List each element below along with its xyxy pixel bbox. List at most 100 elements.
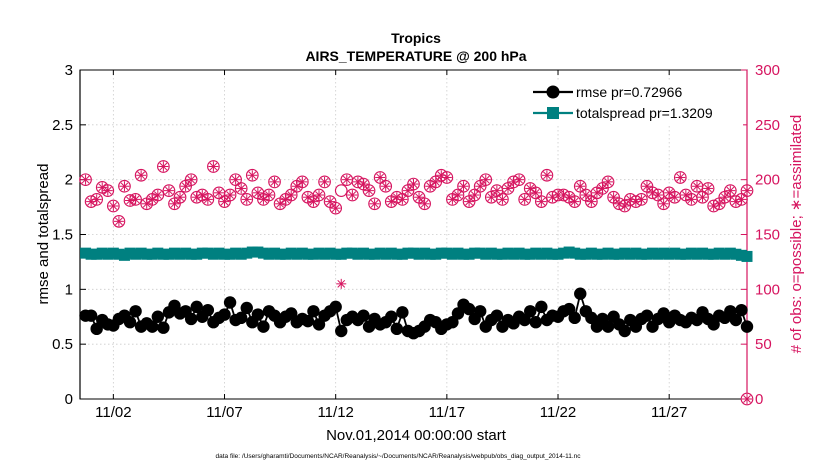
rmse-point xyxy=(129,305,142,318)
x-tick-label: 11/22 xyxy=(540,404,576,421)
totalspread-point xyxy=(252,246,264,258)
obs-assimilated-point xyxy=(91,194,102,205)
obs-possible-point xyxy=(479,173,493,187)
asterisk-stroke xyxy=(665,188,674,197)
totalspread-point xyxy=(107,247,119,259)
totalspread-point xyxy=(585,247,597,259)
obs-possible-point xyxy=(534,195,548,208)
rmse-point xyxy=(535,300,548,314)
left-tick-label: 1.5 xyxy=(52,227,73,244)
asterisk-stroke xyxy=(292,182,301,191)
asterisk-stroke xyxy=(670,193,679,202)
obs-possible-point xyxy=(112,214,126,228)
totalspread-point xyxy=(496,248,508,260)
asterisk-stroke xyxy=(398,195,407,204)
obs-assimilated-point xyxy=(169,198,180,209)
asterisk-stroke xyxy=(643,182,651,191)
totalspread-point xyxy=(446,248,458,260)
totalspread-point xyxy=(658,247,670,259)
totalspread-point xyxy=(118,249,130,261)
chart-title: Tropics xyxy=(391,30,441,46)
totalspread-point xyxy=(341,247,353,259)
totalspread-point xyxy=(596,248,608,260)
obs-assimilated-point xyxy=(147,194,158,205)
totalspread-point xyxy=(346,247,358,259)
asterisk-stroke xyxy=(365,186,373,195)
asterisk-stroke xyxy=(331,204,340,213)
obs-assimilated-point xyxy=(108,200,119,211)
obs-assimilated-point xyxy=(736,194,747,205)
asterisk-stroke xyxy=(376,173,385,182)
asterisk-stroke xyxy=(237,184,246,193)
totalspread-point xyxy=(569,247,581,259)
asterisk-stroke xyxy=(109,202,118,210)
totalspread-point xyxy=(302,248,314,260)
obs-assimilated-point xyxy=(208,161,219,172)
right-tick-label: 50 xyxy=(755,336,772,353)
obs-assimilated-point xyxy=(97,182,108,193)
totalspread-point xyxy=(652,248,664,260)
totalspread-point xyxy=(330,248,342,260)
totalspread-point xyxy=(602,247,614,259)
obs-assimilated-point xyxy=(136,170,147,181)
totalspread-point xyxy=(485,247,497,259)
obs-assimilated-point xyxy=(414,192,425,203)
asterisk-stroke xyxy=(743,186,751,195)
obs-possible-point xyxy=(162,184,176,197)
totalspread-point xyxy=(685,247,697,259)
asterisk-stroke xyxy=(165,186,173,195)
totalspread-point xyxy=(608,248,620,260)
rmse-point xyxy=(190,300,203,314)
asterisk-stroke xyxy=(81,175,90,184)
totalspread-point xyxy=(674,248,686,260)
right-axis-label: # of obs: o=possible; ∗=assimilated xyxy=(788,115,805,354)
rmse-point xyxy=(157,321,170,334)
obs-assimilated-point xyxy=(80,174,91,185)
rmse-point xyxy=(329,300,342,314)
totalspread-point xyxy=(213,247,225,259)
obs-assimilated-point xyxy=(347,190,358,201)
asterisk-stroke xyxy=(298,177,307,186)
asterisk-stroke xyxy=(370,199,379,208)
asterisk-stroke xyxy=(98,183,107,192)
obs-possible-point xyxy=(312,188,326,202)
rmse-point xyxy=(151,310,165,323)
rmse-point xyxy=(240,301,253,315)
totalspread-point xyxy=(530,247,542,259)
asterisk-stroke xyxy=(265,191,273,199)
obs-assimilated-point xyxy=(336,278,347,289)
obs-assimilated-point xyxy=(419,198,430,209)
right-tick-label: 250 xyxy=(755,117,780,134)
asterisk-stroke xyxy=(287,191,296,199)
rmse-point xyxy=(84,309,98,322)
totalspread-point xyxy=(80,247,92,259)
obs-assimilated-point xyxy=(130,194,141,205)
obs-assimilated-point xyxy=(725,185,736,196)
asterisk-stroke xyxy=(409,180,418,188)
totalspread-point xyxy=(519,248,531,260)
obs-assimilated-point xyxy=(408,179,419,190)
totalspread-point xyxy=(113,248,125,260)
obs-possible-point xyxy=(540,168,554,182)
asterisk-stroke xyxy=(342,175,351,184)
rmse-point xyxy=(385,310,398,323)
asterisk-stroke xyxy=(448,195,457,204)
asterisk-stroke xyxy=(587,197,596,206)
asterisk-stroke xyxy=(231,175,240,184)
rmse-point xyxy=(251,308,265,321)
obs-possible-point xyxy=(134,168,148,182)
asterisk-stroke xyxy=(520,195,529,204)
obs-assimilated-point xyxy=(119,181,130,192)
obs-possible-point xyxy=(362,184,376,197)
totalspread-point xyxy=(319,248,331,260)
obs-assimilated-point xyxy=(152,190,163,201)
asterisk-stroke xyxy=(259,195,268,204)
obs-assimilated-point xyxy=(202,194,213,205)
obs-possible-point xyxy=(79,173,92,187)
totalspread-point xyxy=(241,247,253,259)
obs-assimilated-point xyxy=(742,394,752,404)
asterisk-stroke xyxy=(737,195,746,204)
totalspread-point xyxy=(369,248,381,260)
obs-assimilated-point xyxy=(641,181,652,192)
asterisk-stroke xyxy=(304,193,312,202)
